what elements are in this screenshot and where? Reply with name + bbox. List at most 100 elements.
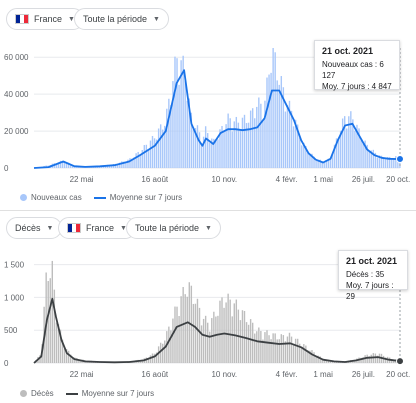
bar <box>157 128 160 168</box>
bar <box>170 105 172 168</box>
x-tick-label: 22 mai <box>70 370 94 379</box>
bar <box>260 331 262 363</box>
tooltip-cases: Nouveaux cas : 6 127 <box>322 60 384 80</box>
bar <box>147 149 150 168</box>
bar <box>223 131 225 168</box>
bar <box>221 125 223 168</box>
bar <box>108 165 111 168</box>
bar <box>202 318 205 363</box>
bar <box>137 151 139 168</box>
bar <box>374 152 377 168</box>
bar <box>178 316 180 363</box>
bar <box>59 329 62 363</box>
country-select[interactable]: France ▼ <box>6 8 84 30</box>
bar <box>282 87 285 168</box>
bar <box>313 352 315 363</box>
bar <box>168 326 170 363</box>
bar <box>266 77 268 168</box>
average-line <box>33 297 401 364</box>
bar <box>286 105 289 168</box>
bar <box>200 144 203 168</box>
bar <box>219 300 221 363</box>
bar <box>254 333 256 363</box>
bar <box>309 350 311 363</box>
legend-line <box>65 392 78 395</box>
bar <box>151 135 154 168</box>
france-flag-icon <box>15 14 29 24</box>
bar <box>194 303 197 363</box>
bar <box>172 81 174 168</box>
bar <box>141 150 143 168</box>
bar <box>337 139 340 168</box>
tooltip-date: 21 oct. 2021 <box>322 46 374 56</box>
period-label: Toute la période <box>135 223 200 233</box>
bar <box>315 355 317 363</box>
bar <box>358 128 360 168</box>
bar <box>149 355 152 363</box>
bar <box>174 56 176 168</box>
bar <box>229 299 231 363</box>
bar <box>350 111 352 168</box>
bar <box>47 281 49 363</box>
bar <box>162 343 164 363</box>
bar <box>61 339 64 363</box>
bar <box>286 336 289 363</box>
bar <box>280 76 283 168</box>
deaths-chart[interactable]: 0 500 1 000 1 500 22 mai 16 août 10 nov. 4 févr… <box>0 250 416 385</box>
france-flag-icon <box>67 223 81 233</box>
bar <box>335 138 338 168</box>
y-tick-label: 0 <box>4 164 9 173</box>
bar <box>366 144 368 168</box>
x-tick-label: 22 mai <box>70 175 94 184</box>
bar <box>290 110 293 168</box>
bar <box>209 142 211 168</box>
bar <box>139 154 141 168</box>
bar <box>198 307 201 363</box>
period-select[interactable]: Toute la période ▼ <box>126 217 221 239</box>
bar <box>70 354 72 363</box>
bar <box>362 357 364 363</box>
bar <box>262 120 264 168</box>
bar <box>231 316 233 363</box>
bar <box>364 140 366 168</box>
x-tick-label: 20 oct. <box>386 175 410 184</box>
bar <box>225 124 227 168</box>
bar <box>305 146 307 168</box>
bar <box>376 157 379 168</box>
bar <box>172 318 174 363</box>
bar <box>164 125 166 168</box>
legend-item-average[interactable]: Moyenne sur 7 jours <box>65 389 154 398</box>
bar <box>270 72 272 168</box>
bar <box>368 356 370 363</box>
bar <box>249 110 252 168</box>
bar <box>354 130 356 168</box>
bar <box>159 342 162 363</box>
bar <box>53 289 56 363</box>
bar <box>311 350 313 363</box>
country-select[interactable]: France ▼ <box>58 217 136 239</box>
legend-item-deaths[interactable]: Décès <box>20 389 54 398</box>
bar <box>133 157 135 168</box>
legend-item-cases[interactable]: Nouveaux cas <box>20 193 82 202</box>
bar <box>155 139 158 168</box>
bar <box>303 142 305 168</box>
metric-select[interactable]: Décès ▼ <box>6 217 63 239</box>
bar <box>235 299 238 363</box>
chevron-down-icon: ▼ <box>120 224 127 232</box>
bar <box>184 81 186 168</box>
bar <box>399 158 401 168</box>
y-tick-label: 0 <box>4 359 9 368</box>
bar <box>276 339 278 363</box>
bar <box>233 121 235 168</box>
bar <box>256 106 258 168</box>
hover-point <box>396 357 404 366</box>
period-select[interactable]: Toute la période ▼ <box>74 8 169 30</box>
bar <box>204 126 207 168</box>
x-tick-label: 16 août <box>141 370 168 379</box>
bar <box>360 138 362 168</box>
bar <box>117 164 119 168</box>
bar <box>296 338 299 363</box>
bar <box>323 360 325 363</box>
legend-item-average[interactable]: Moyenne sur 7 jours <box>93 193 182 202</box>
bar <box>370 354 372 363</box>
